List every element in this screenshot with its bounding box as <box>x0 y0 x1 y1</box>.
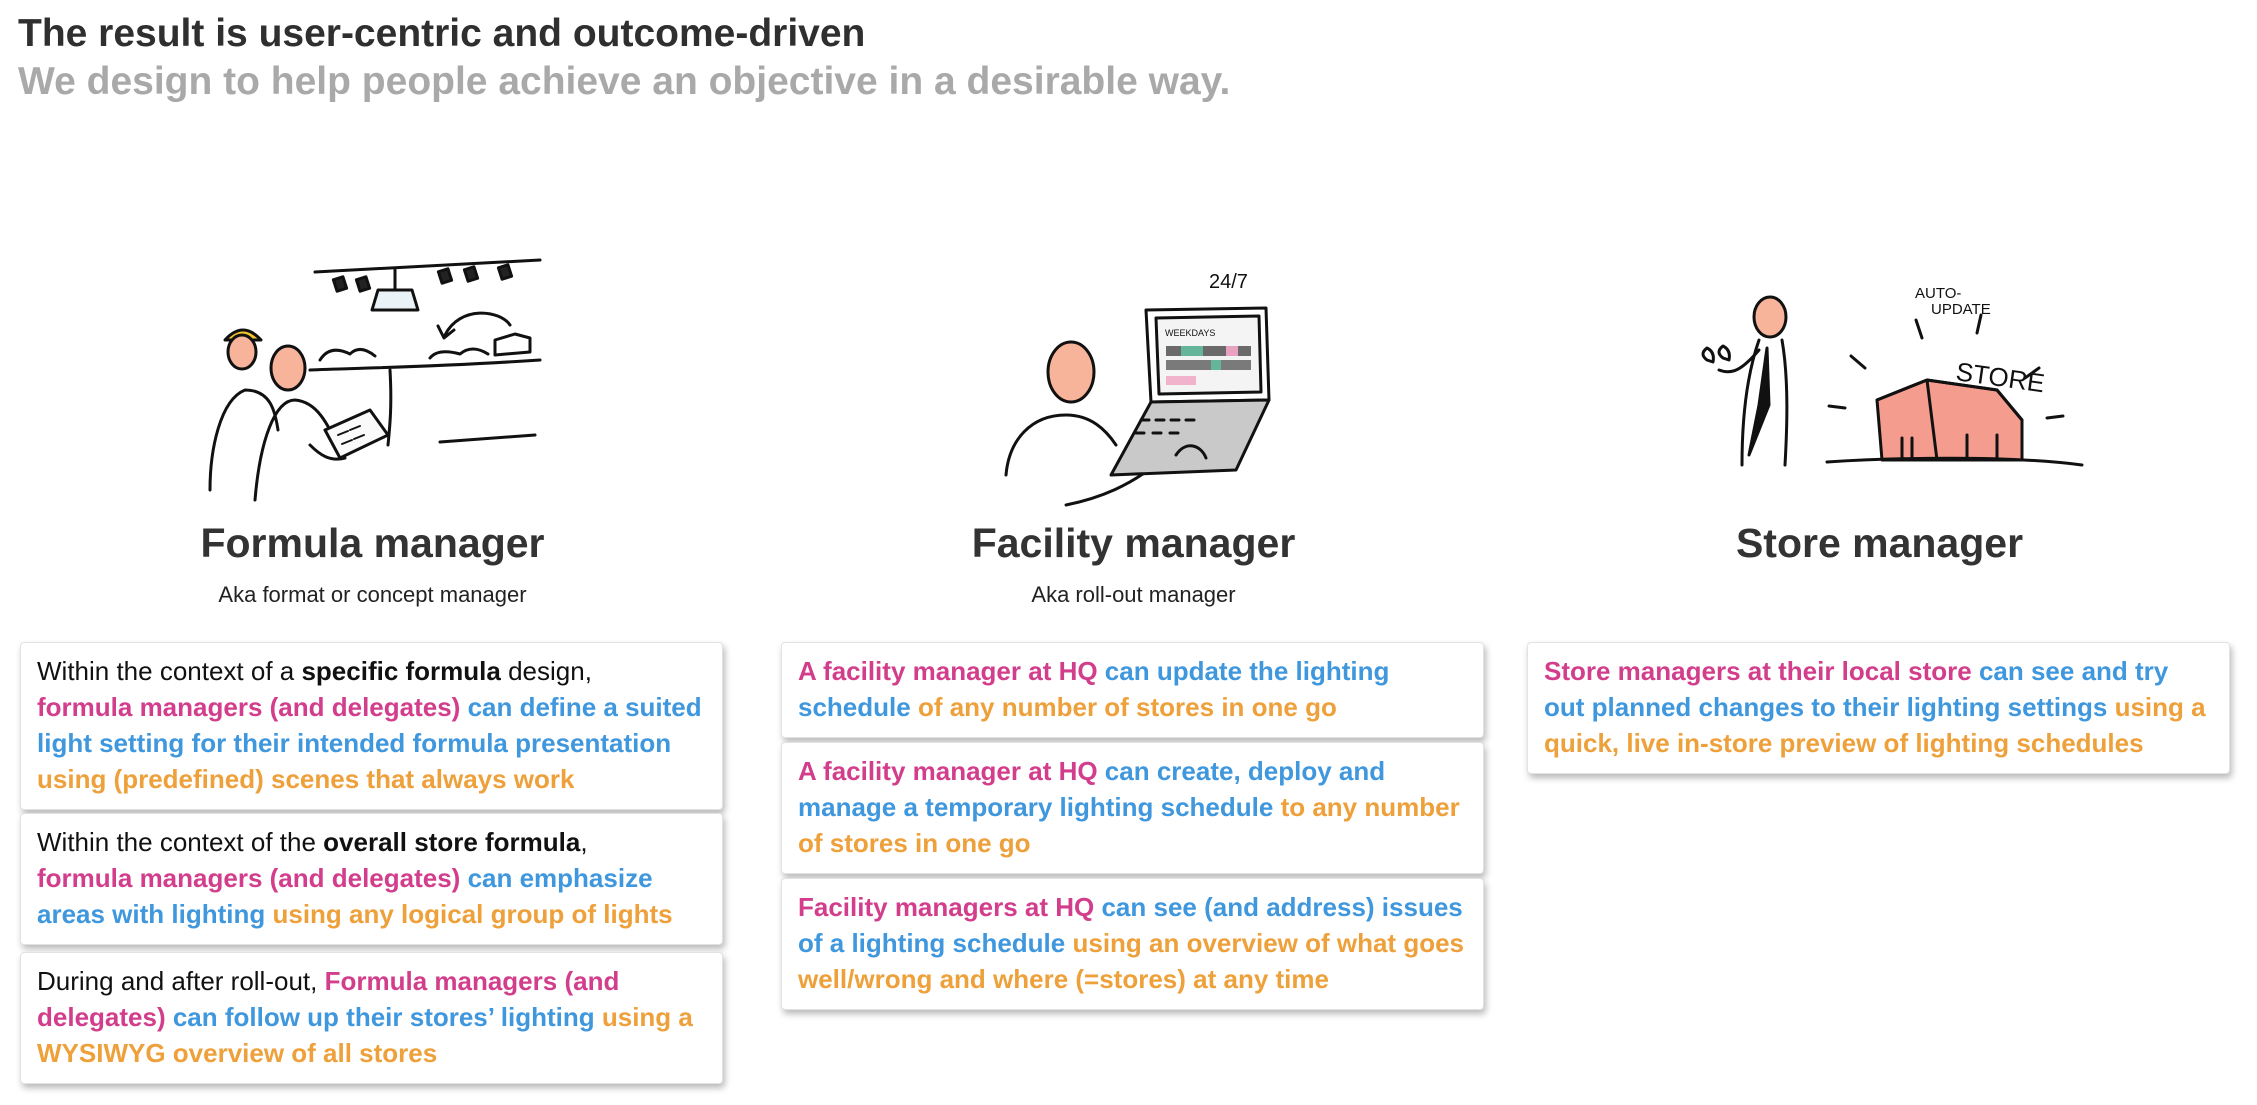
story-what: can see (and address) issues of a lighti… <box>798 892 1463 958</box>
story-what: can create, deploy and manage a temporar… <box>798 756 1386 822</box>
story-who: Store managers at their local store <box>1544 656 1972 686</box>
story-intro: Within the context of the <box>37 827 324 857</box>
story-how: to any number of stores in one go <box>798 792 1460 858</box>
story-what: can see and try out planned changes to t… <box>1544 656 2169 722</box>
user-story-card: A facility manager at HQ can create, dep… <box>781 742 1484 874</box>
story-how: of any number of stores in one go <box>910 692 1337 722</box>
story-how: using a WYSIWYG overview of all stores <box>37 1002 693 1068</box>
role-aka: Aka format or concept manager <box>218 582 527 607</box>
story-how: using any logical group of lights <box>265 899 673 929</box>
story-who: A facility manager at HQ <box>798 656 1098 686</box>
story-who: formula managers (and delegates) <box>37 863 461 893</box>
user-story-card: Within the context of the overall store … <box>20 813 723 945</box>
user-story-card: During and after roll-out, Formula manag… <box>20 952 723 1084</box>
story-what: can emphasize areas with lighting <box>37 863 653 929</box>
illustration-label: 24/7 <box>1209 271 1248 293</box>
page-title: The result is user-centric and outcome-d… <box>18 12 866 55</box>
store-manager-store-icon: AUTO- UPDATE STORE <box>1527 230 2232 515</box>
story-intro: Within the context of a <box>37 656 302 686</box>
illustration-label: WEEKDAYS <box>1165 328 1215 338</box>
role-aka: Aka roll-out manager <box>1031 582 1236 607</box>
facility-manager-laptop-icon: 24/7 WEEKDAYS <box>781 230 1486 515</box>
story-intro-end: , <box>580 827 588 857</box>
story-who: formula managers (and delegates) <box>37 692 461 722</box>
story-intro: During and after roll-out, <box>37 966 325 996</box>
story-intro-emphasis: overall store formula <box>323 827 581 857</box>
role-title: Formula manager <box>200 520 545 566</box>
illustration-label: UPDATE <box>1931 301 1991 318</box>
story-intro-emphasis: specific formula <box>301 656 501 686</box>
story-how: using an overview of what goes well/wron… <box>798 928 1464 994</box>
story-what: can update the lighting schedule <box>798 656 1390 722</box>
page-subtitle: We design to help people achieve an obje… <box>18 60 1231 103</box>
role-title: Store manager <box>1735 520 2024 566</box>
story-how: using a quick, live in-store preview of … <box>1544 692 2206 758</box>
story-who: A facility manager at HQ <box>798 756 1098 786</box>
story-who: Formula managers (and delegates) <box>37 966 620 1032</box>
formula-manager-sketch-icon <box>20 230 725 515</box>
story-what: can define a suited light setting for th… <box>37 692 702 758</box>
story-intro-end: design, <box>500 656 592 686</box>
user-story-card: Within the context of a specific formula… <box>20 642 723 810</box>
story-who: Facility managers at HQ <box>798 892 1095 922</box>
illustration-label: AUTO- <box>1915 285 1961 302</box>
user-story-card: Facility managers at HQ can see (and add… <box>781 878 1484 1010</box>
story-what: can follow up their stores’ lighting <box>165 1002 595 1032</box>
story-how: using (predefined) scenes that always wo… <box>37 764 575 794</box>
user-story-card: Store managers at their local store can … <box>1527 642 2230 774</box>
user-story-card: A facility manager at HQ can update the … <box>781 642 1484 738</box>
role-title: Facility manager <box>971 520 1296 566</box>
